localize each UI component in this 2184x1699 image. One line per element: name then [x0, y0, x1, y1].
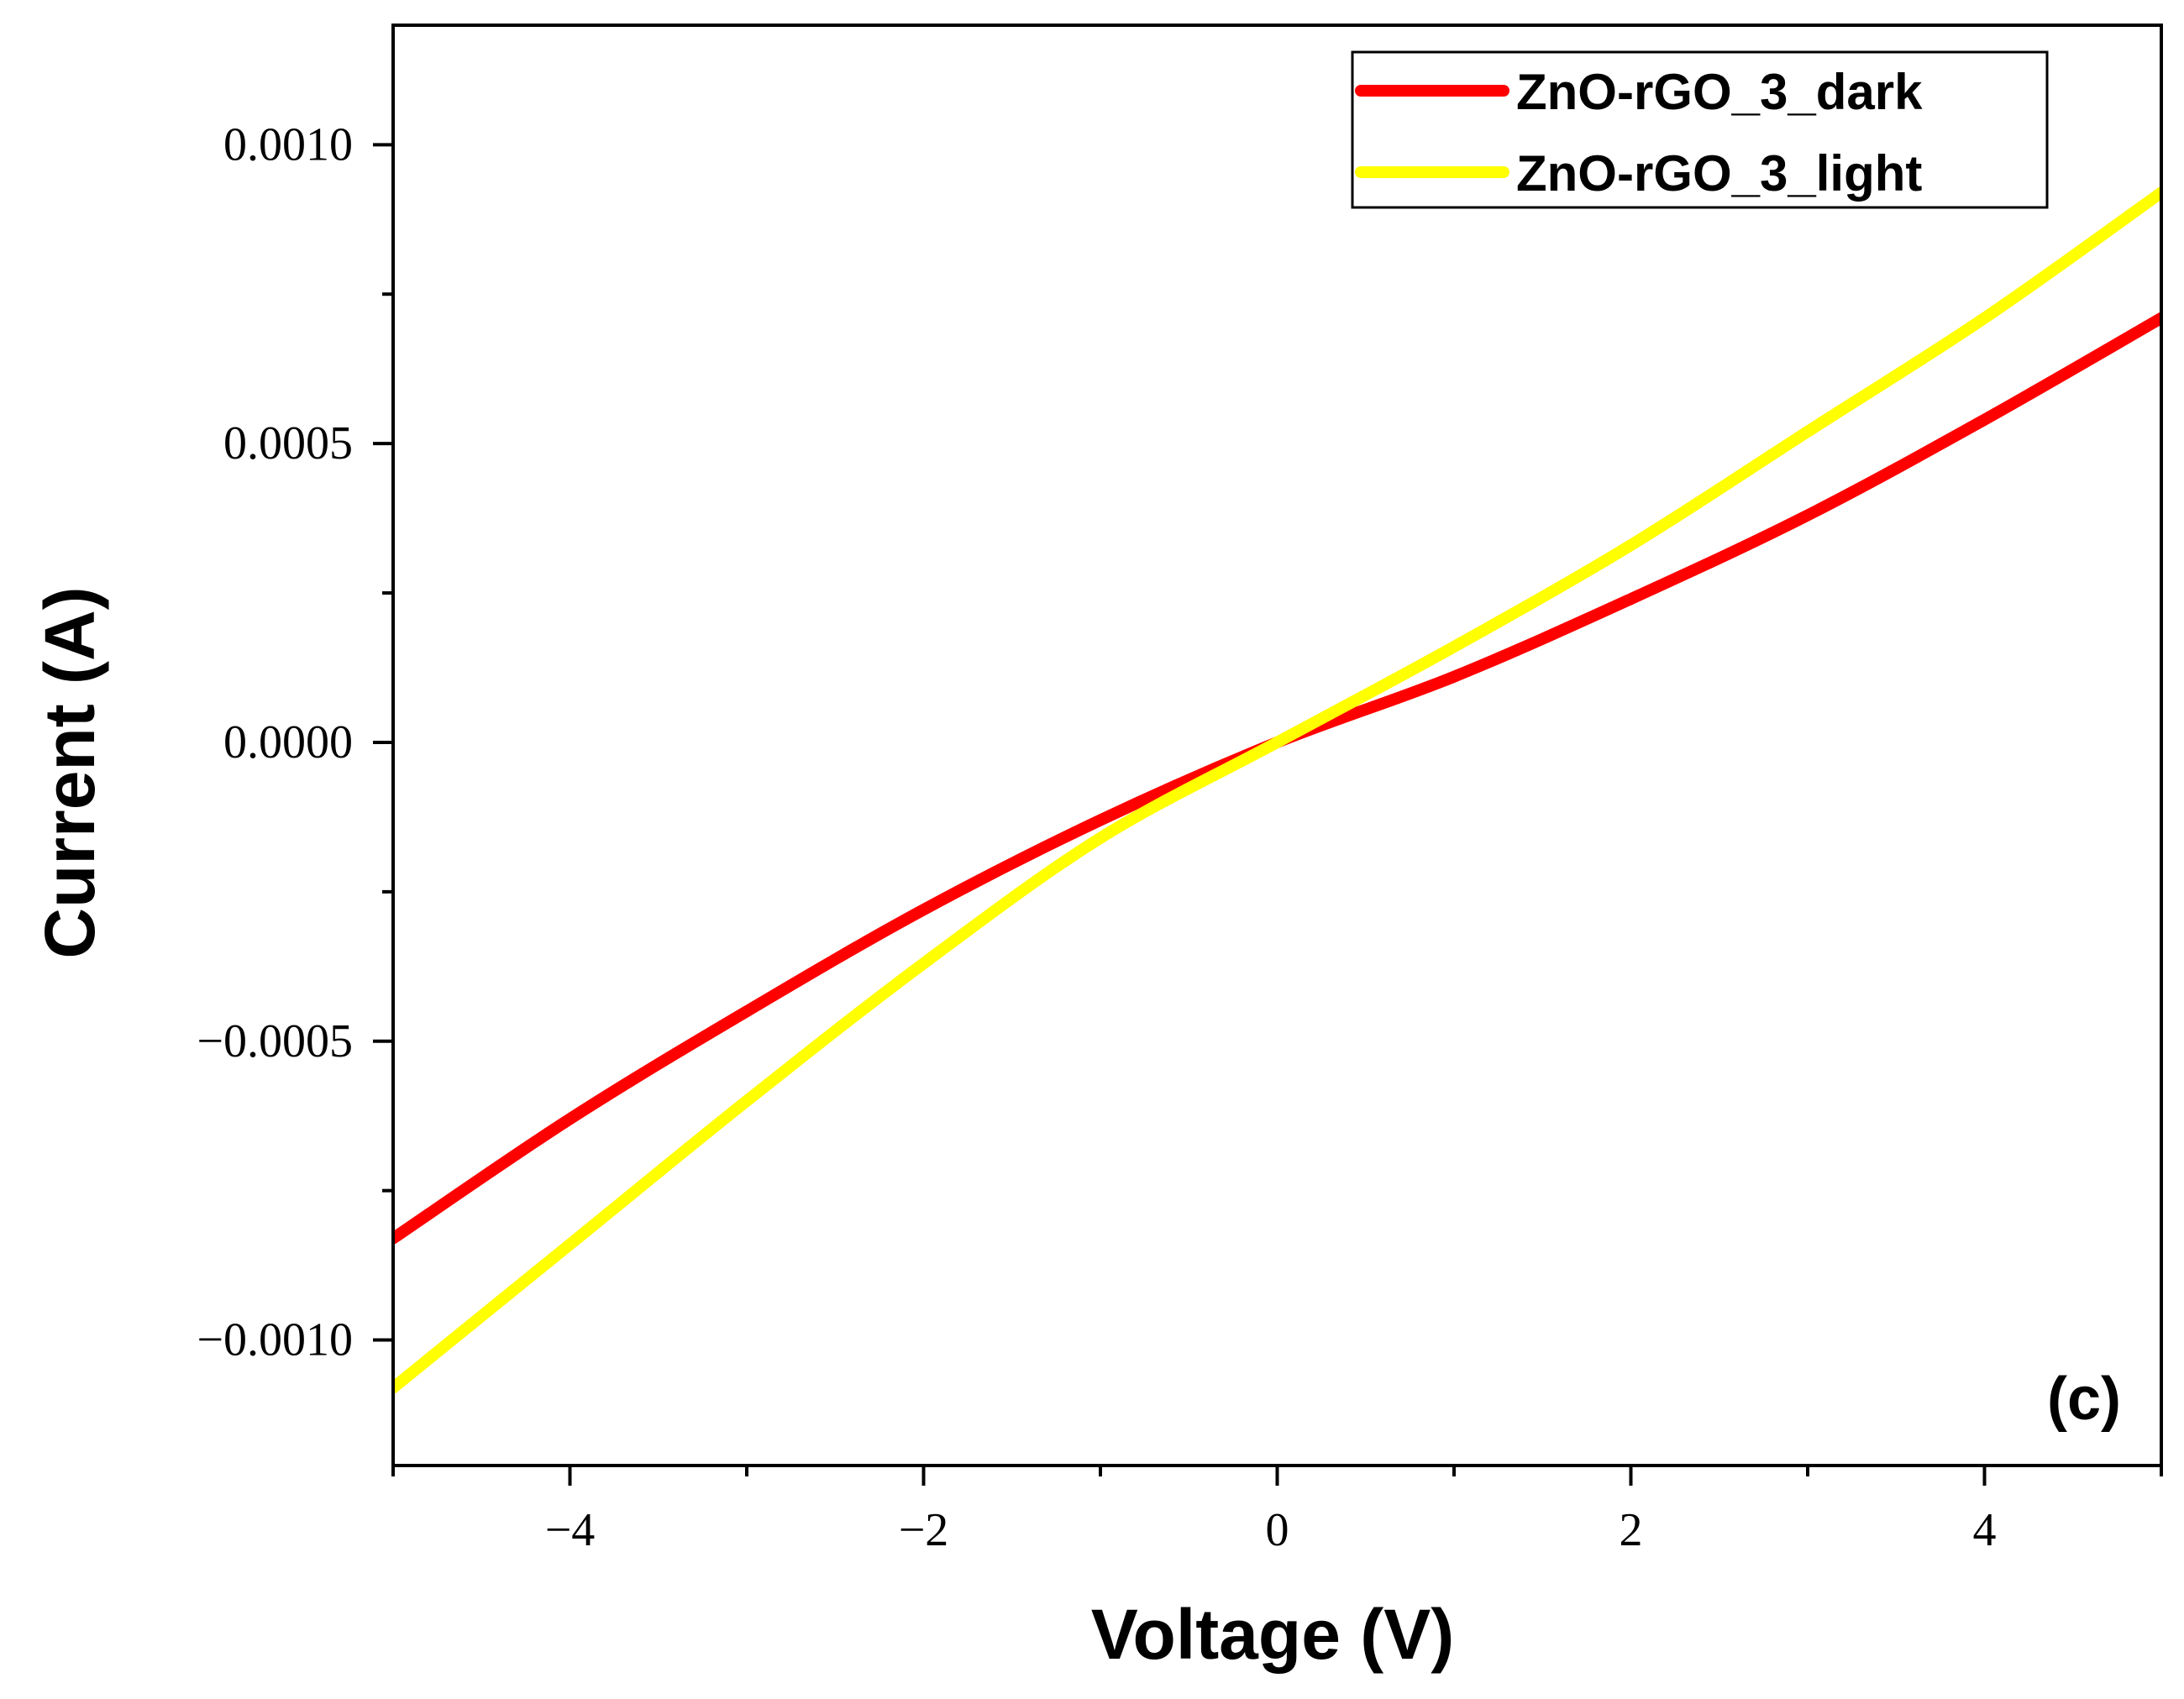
y-tick-label: −0.0010 — [197, 1314, 353, 1366]
y-tick-label: 0.0000 — [223, 716, 353, 768]
x-tick-label: −2 — [899, 1504, 949, 1556]
panel-label: (c) — [2047, 1366, 2121, 1433]
series-line-zno-rgo-3-light — [393, 186, 2161, 1394]
tick-layer: −4 −2 0 2 4 0.0010 0.0005 0.0000 −0.0005 −0.0010 — [197, 118, 2163, 1556]
series-layer — [393, 186, 2161, 1394]
y-tick-label: 0.0005 — [223, 417, 353, 469]
y-axis-title: Current (A) — [30, 586, 109, 958]
y-tick-label: −0.0005 — [197, 1015, 353, 1067]
x-tick-label: 0 — [1266, 1504, 1289, 1556]
legend-box — [1351, 50, 2049, 209]
x-axis-title: Voltage (V) — [1091, 1595, 1454, 1674]
x-tick-label: 4 — [1973, 1504, 1997, 1556]
y-tick-label: 0.0010 — [223, 118, 353, 170]
legend-label-zno-rgo-3-light: ZnO-rGO_3_light — [1516, 145, 1922, 202]
x-tick-label: 2 — [1620, 1504, 1643, 1556]
x-tick-label: −4 — [545, 1504, 596, 1556]
legend-label-zno-rgo-3-dark: ZnO-rGO_3_dark — [1516, 64, 1923, 120]
legend: ZnO-rGO_3_dark ZnO-rGO_3_light — [1351, 50, 2049, 209]
